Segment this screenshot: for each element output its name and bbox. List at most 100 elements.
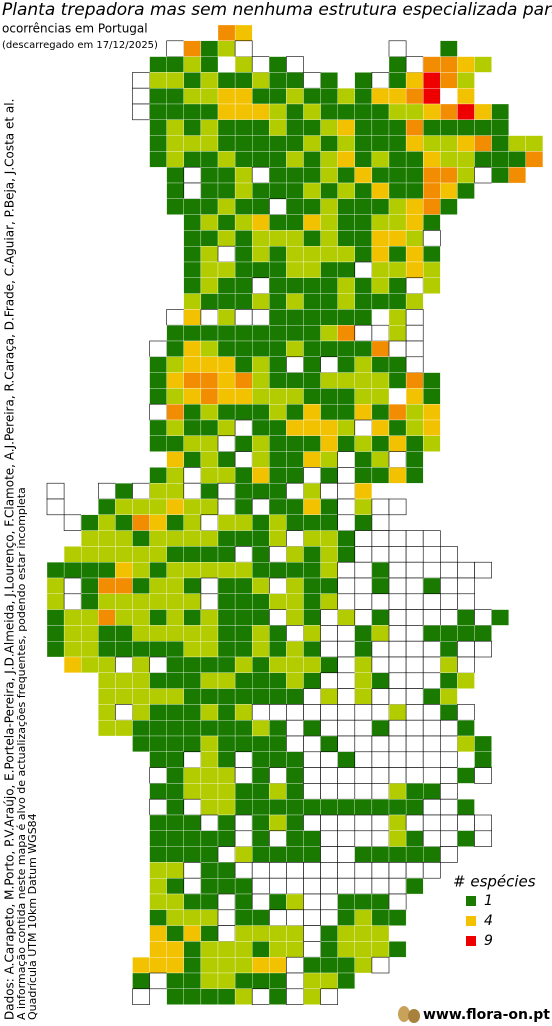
grid-cell: [234, 388, 253, 405]
grid-cell: [234, 214, 253, 231]
grid-cell: [234, 893, 253, 910]
grid-cell: [183, 830, 202, 847]
grid-cell: [371, 735, 390, 753]
grid-cell: [422, 230, 441, 247]
grid-cell: [200, 941, 219, 958]
grid-cell: [200, 182, 219, 199]
title: Planta trepadora mas sem nenhuma estrutu…: [2, 0, 552, 20]
grid-cell: [303, 846, 321, 863]
grid-cell: [371, 230, 390, 247]
site-link[interactable]: www.flora-on.pt: [423, 1007, 550, 1023]
grid-cell: [303, 293, 321, 310]
grid-cell: [491, 103, 509, 120]
grid-cell: [286, 514, 304, 531]
grid-cell: [269, 625, 287, 642]
grid-cell: [252, 182, 270, 199]
grid-cell: [269, 751, 287, 768]
grid-cell: [217, 988, 236, 1005]
grid-cell: [183, 214, 202, 231]
grid-cell: [354, 656, 373, 673]
grid-cell: [149, 546, 167, 563]
grid-cell: [149, 135, 167, 152]
grid-cell: [337, 925, 355, 942]
grid-cell: [491, 167, 509, 184]
grid-cell: [439, 593, 458, 610]
grid-cell: [423, 88, 441, 105]
grid-cell: [388, 135, 407, 152]
grid-cell: [354, 609, 373, 626]
grid-cell: [371, 372, 390, 389]
grid-cell: [371, 830, 390, 847]
grid-cell: [354, 719, 373, 737]
grid-cell: [371, 640, 390, 658]
grid-cell: [217, 909, 236, 926]
grid-cell: [234, 609, 253, 626]
grid-cell: [286, 846, 304, 863]
grid-cell: [354, 324, 373, 342]
grid-cell: [337, 609, 355, 626]
grid-cell: [269, 799, 287, 816]
grid-cell: [183, 119, 202, 136]
grid-cell: [286, 877, 304, 895]
grid-cell: [183, 814, 202, 831]
grid-cell: [303, 704, 321, 721]
grid-cell: [422, 704, 441, 721]
grid-cell: [354, 751, 373, 768]
grid-cell: [423, 103, 441, 120]
grid-cell: [405, 309, 424, 326]
grid-cell: [388, 609, 407, 626]
grid-cell: [371, 799, 390, 816]
grid-cell: [303, 656, 321, 673]
grid-cell: [183, 688, 202, 705]
grid-cell: [286, 688, 304, 705]
grid-cell: [234, 656, 253, 673]
grid-cell: [320, 593, 338, 610]
grid-cell: [217, 309, 236, 326]
grid-cell: [166, 672, 184, 689]
grid-cell: [200, 972, 219, 989]
grid-cell: [183, 293, 202, 310]
grid-cell: [234, 246, 253, 263]
grid-cell: [166, 388, 184, 405]
grid-cell: [234, 498, 253, 515]
grid-cell: [354, 561, 373, 579]
grid-cell: [183, 593, 202, 610]
grid-cell: [98, 530, 116, 547]
grid-cell: [457, 88, 475, 105]
grid-cell: [268, 609, 287, 626]
grid-cell: [388, 656, 407, 674]
grid-cell: [405, 751, 424, 768]
grid-cell: [474, 751, 492, 768]
grid-cell: [320, 325, 338, 342]
grid-cell: [354, 261, 373, 279]
grid-cell: [217, 103, 236, 120]
grid-cell: [439, 830, 458, 847]
grid-cell: [405, 688, 424, 705]
grid-cell: [337, 325, 355, 342]
grid-cell: [234, 325, 253, 342]
grid-cell: [217, 751, 236, 768]
grid-cell: [371, 388, 390, 405]
grid-cell: [457, 672, 475, 689]
grid-cell: [371, 704, 390, 721]
grid-cell: [303, 799, 321, 816]
grid-cell: [183, 941, 202, 958]
grid-cell: [166, 483, 184, 500]
grid-cell: [354, 277, 373, 294]
grid-cell: [149, 372, 167, 389]
grid-cell: [371, 909, 390, 926]
grid-cell: [371, 182, 390, 199]
grid-cell: [252, 957, 270, 974]
grid-cell: [217, 530, 236, 547]
grid-cell: [252, 246, 270, 263]
grid-cell: [149, 688, 167, 705]
grid-cell: [269, 972, 287, 989]
grid-cell: [200, 514, 219, 531]
grid-cell: [166, 198, 184, 215]
grid-cell: [337, 151, 355, 168]
grid-cell: [303, 388, 321, 405]
grid-cell: [423, 72, 441, 89]
grid-cell: [217, 972, 236, 989]
grid-cell: [234, 119, 253, 136]
grid-cell: [286, 498, 304, 515]
